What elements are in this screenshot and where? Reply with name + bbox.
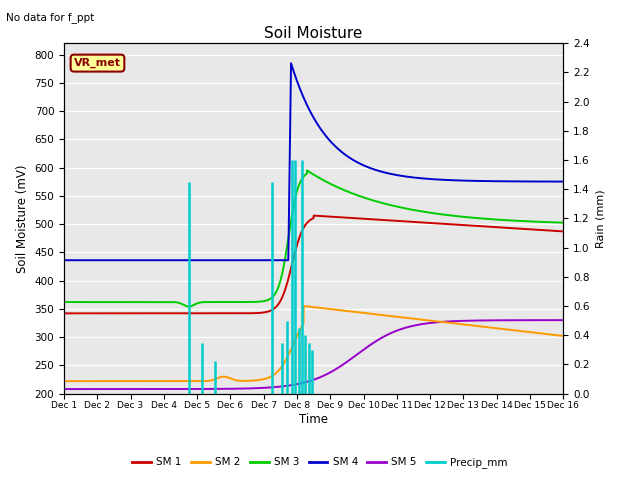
X-axis label: Time: Time: [299, 413, 328, 426]
Legend: SM 1, SM 2, SM 3, SM 4, SM 5, Precip_mm: SM 1, SM 2, SM 3, SM 4, SM 5, Precip_mm: [129, 453, 511, 472]
Text: VR_met: VR_met: [74, 58, 121, 68]
Title: Soil Moisture: Soil Moisture: [264, 25, 363, 41]
Text: No data for f_ppt: No data for f_ppt: [6, 12, 95, 23]
Y-axis label: Rain (mm): Rain (mm): [595, 189, 605, 248]
Y-axis label: Soil Moisture (mV): Soil Moisture (mV): [16, 164, 29, 273]
